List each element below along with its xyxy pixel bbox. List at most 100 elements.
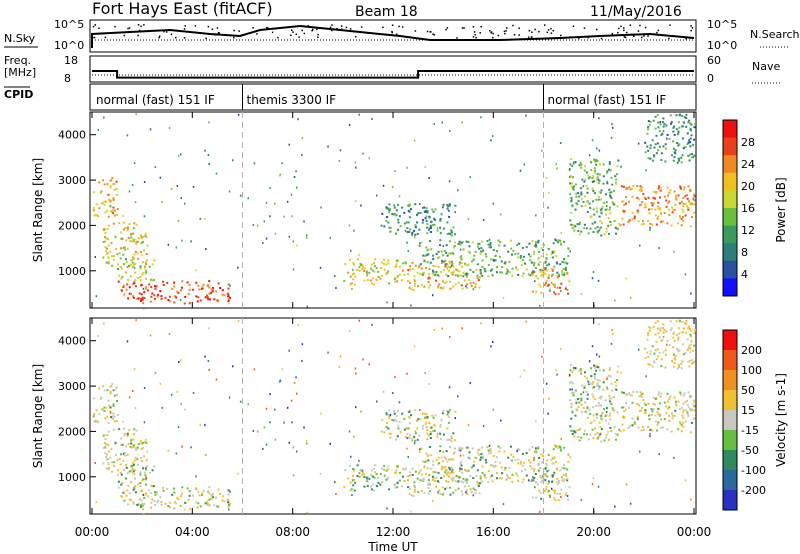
- velocity-point: [638, 404, 640, 407]
- power-point: [439, 218, 442, 220]
- velocity-point: [371, 475, 374, 478]
- power-point: [394, 170, 396, 173]
- velocity-point: [103, 322, 105, 325]
- power-point: [454, 204, 457, 207]
- power-point: [489, 246, 492, 249]
- velocity-point: [631, 401, 634, 404]
- velocity-point: [690, 340, 693, 343]
- power-point: [120, 277, 123, 280]
- velocity-point: [418, 450, 421, 453]
- power-point: [448, 203, 451, 206]
- power-point: [651, 204, 654, 207]
- velocity-point: [210, 494, 213, 497]
- power-point: [465, 240, 468, 243]
- velocity-point: [591, 383, 594, 385]
- velocity-point: [269, 393, 271, 396]
- power-point: [548, 274, 550, 277]
- power-point: [423, 206, 426, 209]
- power-point: [663, 212, 666, 215]
- nsky-point: [689, 37, 692, 39]
- velocity-point: [467, 456, 470, 459]
- power-point: [115, 187, 118, 190]
- velocity-point: [651, 429, 654, 432]
- power-point: [622, 185, 625, 188]
- velocity-point: [370, 473, 373, 476]
- power-point: [427, 248, 430, 251]
- nsky-point: [194, 25, 197, 27]
- velocity-point: [487, 449, 490, 452]
- power-point: [668, 200, 671, 203]
- power-point: [427, 281, 430, 283]
- power-point: [444, 265, 447, 268]
- velocity-point: [647, 363, 650, 366]
- power-point: [648, 212, 651, 215]
- power-point: [410, 304, 412, 307]
- velocity-point: [594, 364, 597, 367]
- velocity-point: [560, 495, 562, 498]
- power-point: [437, 274, 439, 277]
- nsky-point: [252, 27, 254, 29]
- power-point: [436, 227, 439, 230]
- velocity-point: [288, 441, 291, 444]
- power-point: [128, 190, 131, 193]
- velocity-point: [450, 435, 453, 438]
- power-point: [464, 263, 467, 266]
- velocity-point: [677, 428, 680, 431]
- velocity-point: [684, 352, 687, 354]
- velocity-point: [596, 379, 599, 382]
- velocity-point: [595, 384, 598, 387]
- power-point: [438, 256, 441, 259]
- velocity-point: [374, 471, 377, 474]
- power-point: [566, 273, 569, 276]
- velocity-point: [125, 466, 128, 469]
- velocity-point: [135, 319, 137, 322]
- power-point: [591, 187, 594, 190]
- velocity-point: [110, 416, 113, 418]
- velocity-point: [208, 369, 210, 371]
- power-point: [577, 192, 580, 194]
- velocity-point: [355, 406, 357, 409]
- power-point: [435, 253, 438, 255]
- velocity-point: [429, 437, 432, 439]
- power-point: [556, 241, 559, 244]
- power-point: [123, 221, 125, 224]
- velocity-point: [598, 435, 601, 438]
- power-point: [593, 169, 596, 172]
- power-point: [650, 208, 653, 211]
- power-point: [644, 198, 647, 200]
- power-point: [588, 176, 591, 179]
- power-point: [144, 272, 147, 275]
- power-point: [441, 259, 444, 262]
- power-point: [492, 249, 495, 251]
- velocity-point: [678, 319, 681, 322]
- velocity-point: [379, 473, 382, 475]
- power-point: [128, 223, 131, 226]
- velocity-point: [206, 502, 209, 505]
- velocity-point: [420, 473, 423, 476]
- power-point: [607, 224, 610, 227]
- velocity-point: [424, 460, 427, 463]
- power-point: [383, 262, 385, 265]
- velocity-point: [631, 424, 634, 427]
- power-point: [103, 228, 106, 231]
- power-point: [206, 298, 209, 301]
- velocity-point: [645, 375, 647, 378]
- power-point: [656, 217, 659, 220]
- power-point: [692, 143, 695, 146]
- power-point: [291, 215, 293, 218]
- velocity-point: [301, 359, 303, 362]
- velocity-point: [686, 403, 689, 406]
- velocity-point: [413, 490, 416, 493]
- power-point: [583, 227, 586, 230]
- velocity-point: [265, 407, 268, 410]
- power-point: [547, 263, 550, 266]
- power-point: [531, 290, 534, 293]
- nsky-point: [691, 27, 694, 29]
- power-point: [383, 268, 386, 271]
- velocity-point: [145, 477, 148, 480]
- velocity-point: [106, 434, 109, 437]
- power-point: [647, 219, 649, 222]
- velocity-point: [551, 479, 554, 482]
- power-point: [655, 152, 658, 155]
